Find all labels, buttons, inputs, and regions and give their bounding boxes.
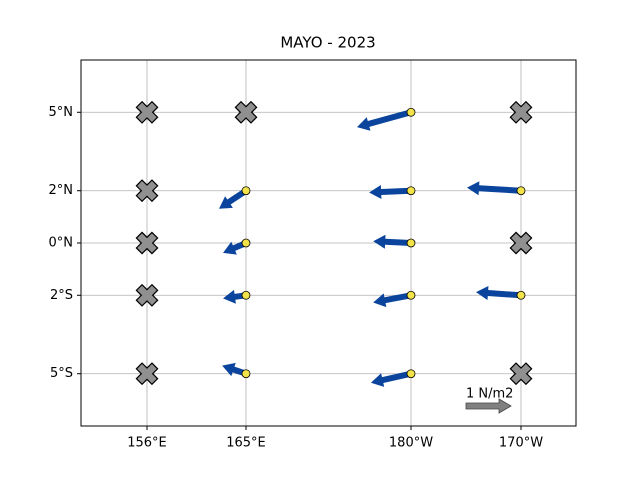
chart-title: MAYO - 2023 <box>280 34 375 52</box>
buoy-point <box>406 238 416 248</box>
missing-marker <box>135 283 159 307</box>
plot-frame <box>80 59 577 427</box>
missing-marker <box>509 231 533 255</box>
buoy-point <box>406 107 416 117</box>
missing-marker <box>135 179 159 203</box>
buoy-point <box>241 290 251 300</box>
key-arrow <box>465 398 512 414</box>
missing-marker <box>234 100 258 124</box>
buoy-point <box>406 290 416 300</box>
y-tick-label: 5°S <box>50 366 73 381</box>
missing-marker <box>135 362 159 386</box>
buoy-point <box>406 369 416 379</box>
wind-stress-arrow <box>475 285 522 300</box>
buoy-point <box>241 238 251 248</box>
buoy-point <box>516 186 526 196</box>
wind-stress-arrow <box>223 289 247 304</box>
y-tick-label: 2°S <box>50 288 73 303</box>
x-tick-label: 180°W <box>389 436 433 451</box>
buoy-point <box>516 290 526 300</box>
wind-stress-arrow <box>369 185 412 199</box>
missing-marker <box>135 100 159 124</box>
y-tick-label: 2°N <box>49 183 74 198</box>
y-tick-label: 0°N <box>49 236 74 251</box>
buoy-point <box>241 369 251 379</box>
wind-stress-arrow <box>222 362 247 377</box>
wind-stress-arrow <box>370 370 412 387</box>
x-tick-label: 165°E <box>226 436 266 451</box>
buoy-point <box>241 186 251 196</box>
missing-marker <box>509 100 533 124</box>
wind-stress-arrow <box>356 109 412 131</box>
wind-stress-arrow <box>223 240 248 255</box>
wind-stress-arrow <box>373 234 412 249</box>
buoy-point <box>406 186 416 196</box>
missing-marker <box>135 231 159 255</box>
y-tick-label: 5°N <box>49 105 74 120</box>
wind-stress-arrow <box>467 181 522 196</box>
x-tick-label: 156°E <box>127 436 167 451</box>
key-label: 1 N/m2 <box>466 387 513 402</box>
wind-stress-arrow <box>373 292 412 308</box>
missing-marker <box>509 362 533 386</box>
wind-stress-arrow <box>218 188 248 209</box>
x-tick-label: 170°W <box>499 436 543 451</box>
